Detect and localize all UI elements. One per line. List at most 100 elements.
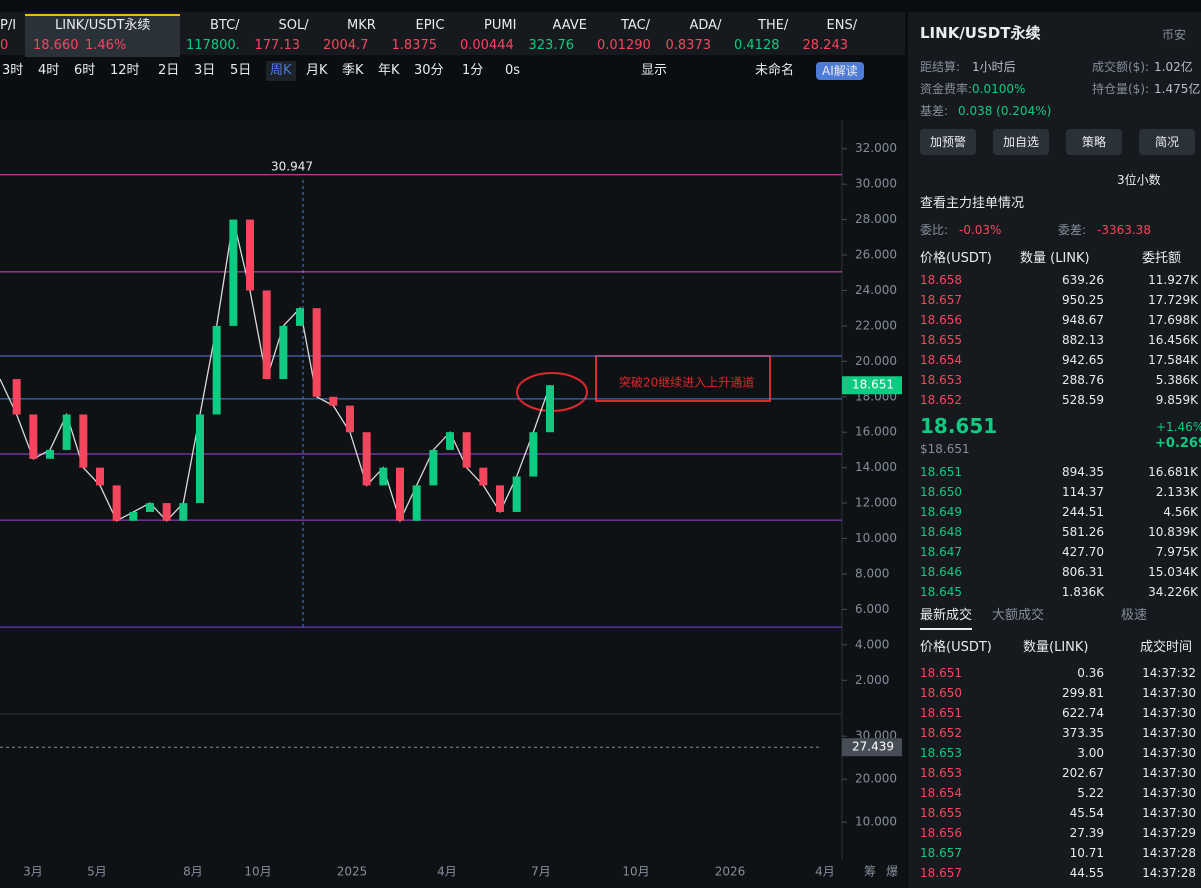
ai-button[interactable]: AI解读 [816, 62, 864, 80]
bid-amount: 2.133K [1155, 485, 1198, 499]
toolbar-refresh[interactable]: 0s [505, 63, 521, 78]
x-label: 10月 [244, 865, 271, 879]
candle [12, 379, 21, 415]
candle [129, 511, 138, 521]
trade-time: 14:37:32 [1142, 666, 1196, 680]
stat-value: 1.02亿 [1154, 60, 1193, 74]
indicator-marker-tag [842, 738, 902, 757]
interval-button[interactable]: 1分 [462, 63, 484, 78]
candle [362, 432, 371, 486]
panel-button[interactable]: 加预警 [920, 129, 976, 155]
stat-value: 1小时后 [972, 60, 1016, 74]
candle [96, 467, 104, 486]
panel-button[interactable]: 加自选 [993, 129, 1049, 155]
mid-price: 18.651 [920, 414, 998, 438]
interval-button[interactable]: 3日 [194, 63, 216, 78]
candle [479, 467, 488, 486]
bid-qty: 894.35 [1062, 465, 1104, 479]
interval-button[interactable]: 12时 [110, 63, 140, 78]
trade-time: 14:37:30 [1142, 766, 1196, 780]
interval-button[interactable]: 3时 [2, 63, 24, 78]
toolbar-display[interactable]: 显示 [641, 63, 668, 78]
trade-qty: 373.35 [1062, 726, 1104, 740]
y-tick-label: 12.000 [855, 496, 897, 510]
trade-qty: 44.55 [1069, 866, 1104, 880]
bid-price: 18.645 [920, 585, 962, 599]
tab-name: SOL/ [278, 18, 309, 33]
indicator-tick-label: 10.000 [855, 815, 897, 829]
trade-time: 14:37:30 [1142, 726, 1196, 740]
candle [29, 414, 38, 459]
ask-price: 18.658 [920, 273, 962, 287]
tab-name: BTC/ [210, 18, 240, 33]
trade-price: 18.653 [920, 766, 962, 780]
candle [212, 325, 221, 415]
bid-amount: 10.839K [1148, 525, 1198, 539]
interval-button[interactable]: 4时 [38, 63, 60, 78]
tab-name: MKR [347, 18, 376, 33]
panel-button[interactable]: 策略 [1066, 129, 1122, 155]
trade-tab[interactable]: 最新成交 [920, 608, 973, 630]
ask-amount: 17.584K [1148, 353, 1198, 367]
candle [546, 385, 554, 433]
trade-tab[interactable]: 大额成交 [992, 608, 1045, 623]
trade-qty: 3.00 [1077, 746, 1104, 760]
trade-header: 价格(USDT) [920, 640, 992, 655]
tab-price: 117800. [186, 38, 240, 53]
x-label: 4月 [437, 865, 457, 879]
ask-qty: 882.13 [1062, 333, 1104, 347]
tab-price: 0.00444 [460, 38, 514, 53]
candle [379, 467, 388, 486]
tab-price: 1.8375 [391, 38, 438, 53]
stat-label: 距结算: [920, 60, 961, 74]
bid-price: 18.649 [920, 505, 962, 519]
toolbar-layout[interactable]: 未命名 [755, 63, 795, 78]
interval-button[interactable]: 季K [342, 63, 364, 78]
trade-price: 18.653 [920, 746, 962, 760]
ask-amount: 16.456K [1148, 333, 1198, 347]
interval-button[interactable]: 月K [306, 63, 328, 78]
interval-button[interactable]: 周K [266, 61, 296, 81]
candle [296, 308, 304, 326]
bid-qty: 1.836K [1061, 585, 1104, 599]
stat-label: 资金费率: [920, 82, 973, 96]
y-tick-label: 24.000 [855, 283, 897, 297]
tab-name: EPIC [415, 18, 445, 33]
trade-price: 18.652 [920, 726, 962, 740]
trade-price: 18.656 [920, 826, 962, 840]
tab-price: 0.01290 [597, 38, 651, 53]
last-price-tag [842, 376, 902, 395]
decimals-select: 3位小数 [1117, 173, 1161, 187]
y-tick-label: 22.000 [855, 318, 897, 332]
y-tick-label: 16.000 [855, 425, 897, 439]
candle [346, 405, 354, 433]
interval-button[interactable]: 年K [378, 63, 400, 78]
exchange: 币安 [1162, 28, 1187, 42]
panel-bg [908, 12, 1201, 888]
interval-button[interactable]: 2日 [158, 63, 180, 78]
tab-name: THE/ [758, 18, 789, 33]
tab-price: 0.4128 [734, 38, 780, 53]
ask-price: 18.652 [920, 393, 962, 407]
interval-button[interactable]: 30分 [414, 63, 444, 78]
candle [146, 503, 154, 512]
y-tick-label: 32.000 [855, 141, 897, 155]
ask-qty: 639.26 [1062, 273, 1104, 287]
trade-header: 成交时间 [1140, 640, 1193, 655]
candle [462, 432, 471, 468]
trade-price: 18.655 [920, 806, 962, 820]
bid-qty: 806.31 [1062, 565, 1104, 579]
trade-tab[interactable]: 极速 [1121, 608, 1148, 623]
corner-label: 筹 [864, 865, 876, 879]
panel-button[interactable]: 简况 [1139, 129, 1195, 155]
x-label: 8月 [183, 865, 203, 879]
y-tick-label: 14.000 [855, 460, 897, 474]
trade-price: 18.657 [920, 866, 962, 880]
trade-price: 18.654 [920, 786, 962, 800]
bid-price: 18.648 [920, 525, 962, 539]
trade-qty: 45.54 [1069, 806, 1104, 820]
interval-button[interactable]: 5日 [230, 63, 252, 78]
interval-button[interactable]: 6时 [74, 63, 96, 78]
tab-price: 177.13 [254, 38, 301, 53]
